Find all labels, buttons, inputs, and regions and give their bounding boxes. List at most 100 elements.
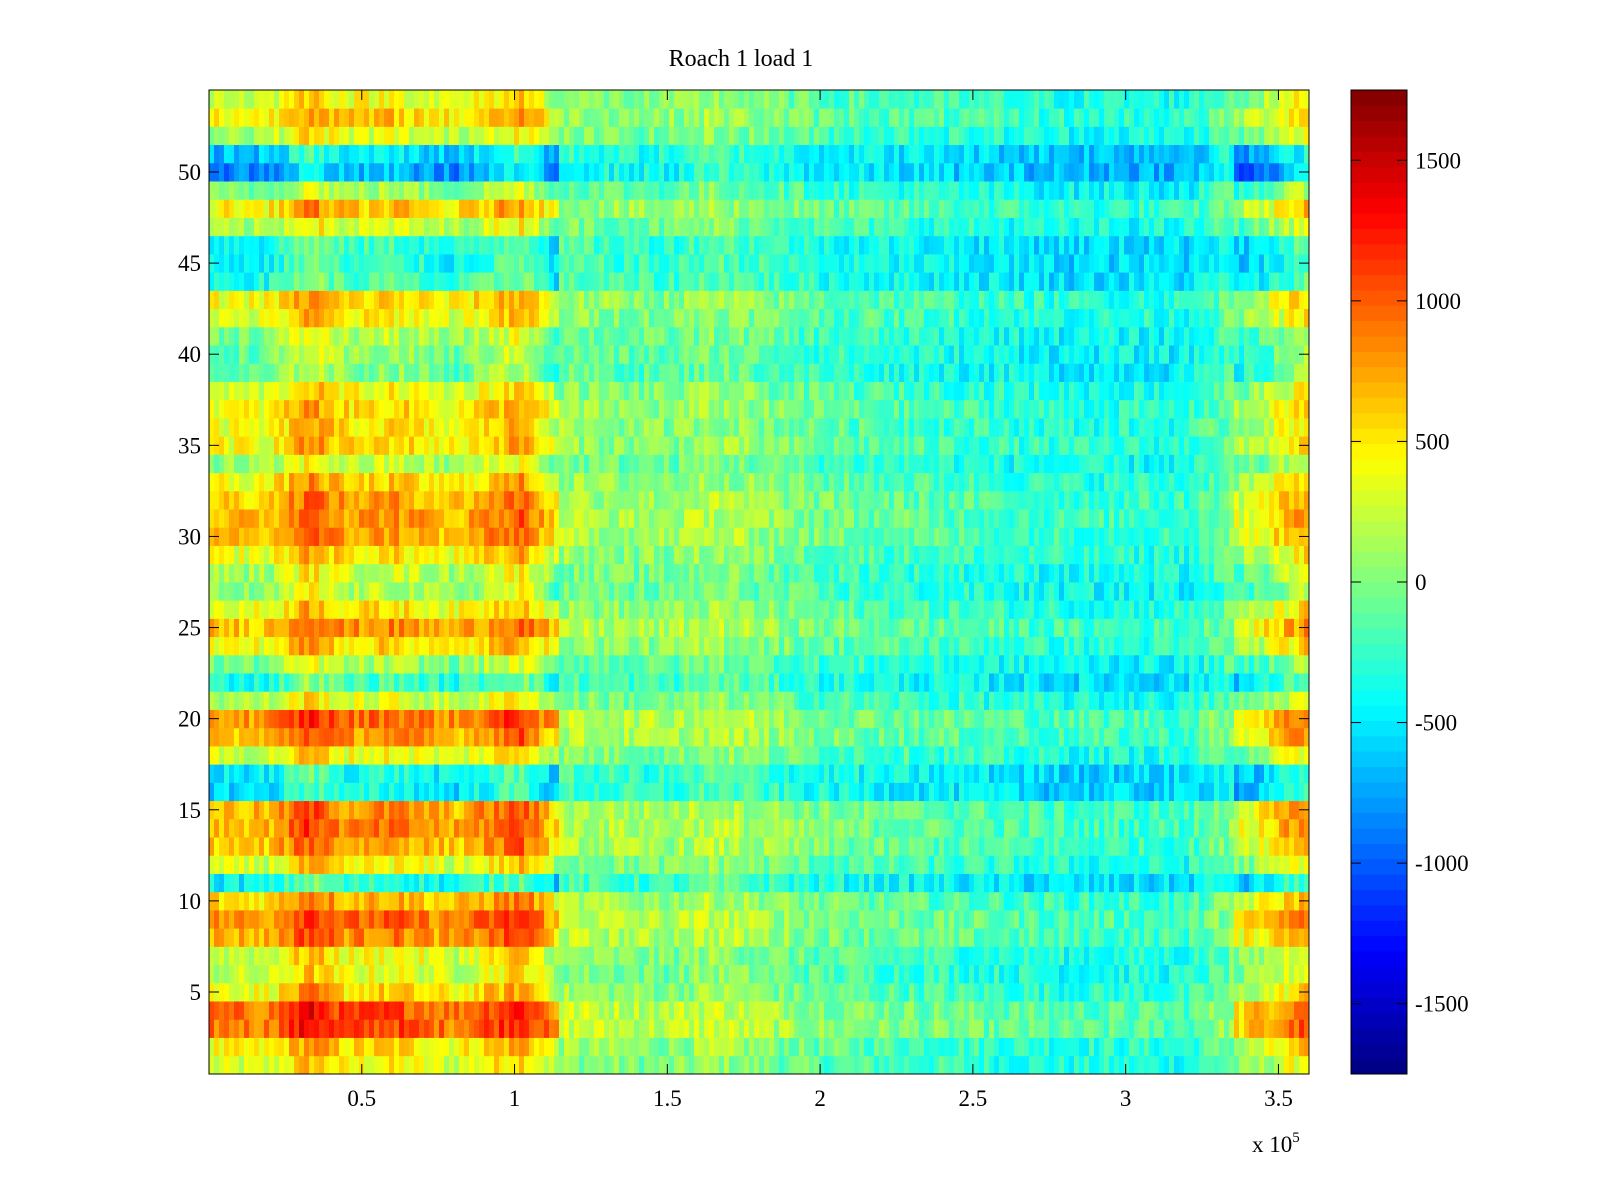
heatmap-cell — [944, 964, 950, 984]
heatmap-cell — [534, 1037, 540, 1057]
heatmap-cell — [599, 873, 605, 893]
heatmap-cell — [994, 928, 1000, 947]
heatmap-cell — [439, 891, 445, 911]
heatmap-cell — [864, 764, 870, 783]
heatmap-cell — [974, 946, 980, 966]
heatmap-cell — [604, 910, 610, 929]
heatmap-cell — [244, 946, 250, 966]
heatmap-cell — [744, 1037, 750, 1057]
heatmap-cell — [734, 673, 740, 692]
heatmap-cell — [664, 673, 670, 692]
heatmap-cell — [229, 837, 235, 856]
heatmap-cell — [739, 691, 745, 710]
heatmap-cell — [769, 709, 775, 729]
heatmap-cell — [619, 818, 625, 838]
heatmap-cell — [1159, 891, 1165, 911]
heatmap-cell — [1084, 1019, 1090, 1038]
heatmap-cell — [694, 837, 700, 856]
heatmap-cell — [1104, 837, 1110, 856]
heatmap-cell — [1064, 837, 1070, 856]
heatmap-cell — [1054, 873, 1060, 893]
heatmap-cell — [1134, 982, 1140, 1002]
heatmap-cell — [1019, 800, 1025, 820]
heatmap-cell — [649, 1019, 655, 1038]
heatmap-cell — [984, 764, 990, 783]
heatmap-cell — [729, 891, 735, 911]
heatmap-cell — [489, 673, 495, 692]
heatmap-cell — [1054, 982, 1060, 1002]
heatmap-cell — [899, 946, 905, 966]
heatmap-cell — [949, 891, 955, 911]
heatmap-cell — [369, 891, 375, 911]
heatmap-cell — [259, 673, 265, 692]
heatmap-cell — [349, 1001, 355, 1020]
heatmap-cell — [574, 1037, 580, 1057]
heatmap-cell — [899, 818, 905, 838]
heatmap-cell — [294, 982, 300, 1002]
heatmap-cell — [784, 782, 790, 802]
heatmap-cell — [729, 709, 735, 729]
heatmap-cell — [254, 873, 260, 893]
heatmap-cell — [524, 782, 530, 802]
heatmap-cell — [864, 855, 870, 874]
heatmap-cell — [989, 673, 995, 692]
heatmap-cell — [1249, 837, 1255, 856]
heatmap-cell — [544, 1055, 550, 1075]
heatmap-cell — [679, 800, 685, 820]
heatmap-cell — [1044, 982, 1050, 1002]
heatmap-cell — [1039, 946, 1045, 966]
heatmap-cell — [684, 1037, 690, 1057]
heatmap-cell — [1024, 928, 1030, 947]
heatmap-cell — [1084, 873, 1090, 893]
heatmap-cell — [809, 855, 815, 874]
heatmap-cell — [519, 1055, 525, 1075]
heatmap-cell — [439, 709, 445, 729]
heatmap-cell — [274, 964, 280, 984]
heatmap-cell — [1049, 928, 1055, 947]
heatmap-cell — [434, 709, 440, 729]
heatmap-cell — [224, 673, 230, 692]
heatmap-cell — [544, 782, 550, 802]
heatmap-cell — [539, 1037, 545, 1057]
heatmap-cell — [594, 1037, 600, 1057]
heatmap-cell — [709, 691, 715, 710]
heatmap-cell — [949, 800, 955, 820]
heatmap-cell — [824, 1037, 830, 1057]
heatmap-cell — [1134, 946, 1140, 966]
heatmap-cell — [544, 982, 550, 1002]
heatmap-cell — [274, 654, 280, 674]
heatmap-cell — [974, 982, 980, 1002]
heatmap-cell — [294, 928, 300, 947]
heatmap-cell — [904, 673, 910, 692]
heatmap-cell — [329, 800, 335, 820]
heatmap-cell — [334, 946, 340, 966]
heatmap-cell — [609, 928, 615, 947]
heatmap-cell — [1294, 855, 1300, 874]
heatmap-cell — [1214, 855, 1220, 874]
heatmap-cell — [339, 873, 345, 893]
heatmap-cell — [384, 928, 390, 947]
heatmap-cell — [1049, 746, 1055, 765]
heatmap-cell — [214, 782, 220, 802]
heatmap-cell — [239, 800, 245, 820]
heatmap-cell — [1019, 928, 1025, 947]
heatmap-cell — [1059, 727, 1065, 747]
heatmap-cell — [659, 782, 665, 802]
heatmap-cell — [1269, 782, 1275, 802]
heatmap-cell — [1179, 673, 1185, 692]
heatmap-cell — [754, 928, 760, 947]
heatmap-cell — [344, 746, 350, 765]
heatmap-cell — [764, 764, 770, 783]
heatmap-cell — [1134, 1001, 1140, 1020]
heatmap-cell — [1129, 1001, 1135, 1020]
heatmap-cell — [499, 928, 505, 947]
heatmap-cell — [929, 709, 935, 729]
heatmap-cell — [534, 964, 540, 984]
heatmap-cell — [1094, 727, 1100, 747]
heatmap-cell — [1164, 1037, 1170, 1057]
heatmap-cell — [309, 727, 315, 747]
heatmap-cell — [289, 654, 295, 674]
heatmap-cell — [589, 746, 595, 765]
heatmap-cell — [1304, 873, 1310, 893]
heatmap-cell — [1284, 837, 1290, 856]
